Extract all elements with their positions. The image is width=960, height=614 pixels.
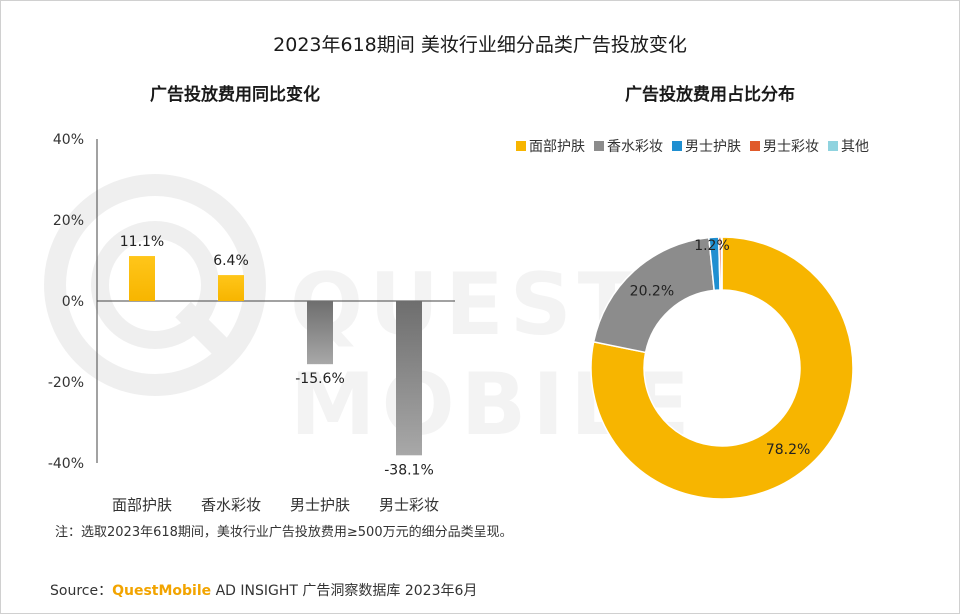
slice-value-label: 20.2% bbox=[630, 283, 674, 299]
page-title: 2023年618期间 美妆行业细分品类广告投放变化 bbox=[273, 34, 687, 56]
y-tick-label: -20% bbox=[48, 375, 84, 391]
bar bbox=[396, 301, 422, 456]
x-tick-label: 面部护肤 bbox=[112, 496, 172, 514]
legend-item: 男士护肤 bbox=[672, 136, 741, 156]
legend-swatch bbox=[750, 141, 760, 151]
x-tick-label: 香水彩妆 bbox=[201, 496, 261, 514]
y-tick-label: 0% bbox=[62, 294, 84, 310]
source-brand: QuestMobile bbox=[112, 583, 212, 599]
legend-label: 香水彩妆 bbox=[607, 139, 663, 155]
bar-value-label: 11.1% bbox=[120, 234, 164, 250]
legend-swatch bbox=[828, 141, 838, 151]
pie-chart-title: 广告投放费用占比分布 bbox=[625, 85, 795, 105]
x-tick-label: 男士彩妆 bbox=[379, 496, 439, 514]
pie-legend: 面部护肤 香水彩妆 男士护肤 男士彩妆 其他 bbox=[516, 136, 869, 156]
legend-label: 男士彩妆 bbox=[763, 139, 819, 155]
source-text: AD INSIGHT 广告洞察数据库 2023年6月 bbox=[211, 583, 478, 599]
bar bbox=[218, 275, 244, 301]
legend-item: 面部护肤 bbox=[516, 136, 585, 156]
pie-chart: 78.2% 20.2% 1.2% bbox=[590, 236, 854, 500]
legend-label: 男士护肤 bbox=[685, 139, 741, 155]
x-tick-label: 男士护肤 bbox=[290, 496, 350, 514]
y-tick-label: 20% bbox=[53, 213, 84, 229]
legend-label: 面部护肤 bbox=[529, 139, 585, 155]
legend-item: 香水彩妆 bbox=[594, 136, 663, 156]
bar bbox=[307, 301, 333, 365]
bar-value-label: -38.1% bbox=[384, 462, 434, 478]
bar-chart-title: 广告投放费用同比变化 bbox=[150, 85, 320, 105]
slice-value-label: 78.2% bbox=[766, 442, 810, 458]
donut-slice bbox=[590, 236, 854, 500]
y-tick-label: -40% bbox=[48, 456, 84, 472]
legend-swatch bbox=[594, 141, 604, 151]
source-line: Source：QuestMobile AD INSIGHT 广告洞察数据库 20… bbox=[50, 580, 477, 600]
footnote: 注：选取2023年618期间，美妆行业广告投放费用≥500万元的细分品类呈现。 bbox=[55, 525, 513, 540]
donut-slice bbox=[720, 236, 723, 291]
watermark-logo-icon bbox=[44, 174, 266, 396]
y-tick-label: 40% bbox=[53, 132, 84, 148]
legend-swatch bbox=[672, 141, 682, 151]
legend-swatch bbox=[516, 141, 526, 151]
legend-item: 男士彩妆 bbox=[750, 136, 819, 156]
bar-chart: 40% 20% 0% -20% -40% 11.1% 面部护肤 6.4% 香水彩妆 -15.6%… bbox=[48, 132, 455, 514]
bar-value-label: -15.6% bbox=[295, 371, 345, 387]
slice-value-label: 1.2% bbox=[694, 238, 730, 254]
legend-label: 其他 bbox=[841, 139, 869, 155]
bar bbox=[129, 256, 155, 301]
legend-item: 其他 bbox=[828, 136, 869, 156]
source-prefix: Source： bbox=[50, 583, 113, 599]
bar-value-label: 6.4% bbox=[213, 253, 249, 269]
